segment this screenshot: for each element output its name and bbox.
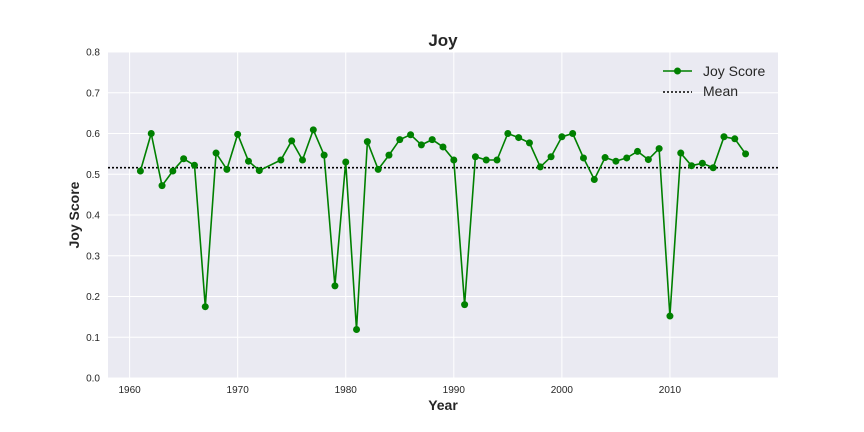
x-tick-labels: 1960 1970 1980 1990 2000 2010 xyxy=(118,385,681,396)
legend-joy-score-marker xyxy=(674,67,681,75)
joy-score-point xyxy=(579,154,587,162)
y-tick-label: 0.1 xyxy=(86,333,100,344)
joy-score-point xyxy=(331,282,339,290)
x-axis-title: Year xyxy=(428,397,458,413)
joy-score-point xyxy=(169,167,177,175)
joy-score-point xyxy=(504,130,512,137)
y-tick-labels: 0.0 0.1 0.2 0.3 0.4 0.5 0.6 0.7 0.8 xyxy=(86,48,100,385)
joy-score-point xyxy=(720,133,728,141)
joy-score-point xyxy=(590,176,598,184)
joy-score-point xyxy=(407,131,415,139)
joy-score-point xyxy=(677,149,685,157)
joy-score-point xyxy=(515,134,523,142)
gridlines xyxy=(108,51,778,379)
joy-score-point xyxy=(731,135,739,143)
joy-score-point xyxy=(666,312,674,320)
y-tick-label: 0.6 xyxy=(86,129,100,140)
joy-score-point xyxy=(558,133,566,141)
x-tick-label: 1970 xyxy=(227,385,250,396)
joy-score-point xyxy=(655,145,663,153)
joy-score-point xyxy=(623,154,631,162)
joy-score-point xyxy=(320,151,328,159)
joy-score-point xyxy=(353,326,361,334)
y-tick-label: 0.3 xyxy=(86,251,100,262)
x-tick-label: 1990 xyxy=(443,385,466,396)
joy-score-point xyxy=(428,136,436,144)
x-tick-label: 2010 xyxy=(659,385,682,396)
joy-score-point xyxy=(396,136,404,144)
y-tick-label: 0.0 xyxy=(86,374,100,385)
joy-score-point xyxy=(482,156,490,164)
joy-score-point xyxy=(461,301,469,309)
joy-score-point xyxy=(612,157,620,165)
y-axis-title: Joy Score xyxy=(66,181,82,248)
y-tick-label: 0.2 xyxy=(86,292,100,303)
x-tick-label: 2000 xyxy=(551,385,574,396)
joy-score-point xyxy=(147,130,155,137)
joy-score-point xyxy=(644,156,652,164)
joy-score-point xyxy=(439,143,447,151)
joy-score-point xyxy=(450,156,458,164)
joy-score-point xyxy=(288,137,296,145)
y-tick-label: 0.7 xyxy=(86,88,100,99)
legend-joy-score-label: Joy Score xyxy=(703,63,765,79)
joy-score-point xyxy=(180,155,188,163)
y-tick-label: 0.5 xyxy=(86,170,100,181)
joy-score-point xyxy=(277,156,285,164)
joy-score-point xyxy=(547,153,555,161)
y-tick-label: 0.4 xyxy=(86,211,100,222)
joy-score-points xyxy=(136,126,750,334)
joy-score-point xyxy=(374,165,382,173)
y-tick-label: 0.8 xyxy=(86,48,100,59)
joy-score-point xyxy=(158,182,166,190)
joy-score-point xyxy=(299,156,307,164)
joy-score-point xyxy=(601,154,609,162)
joy-score-point xyxy=(223,165,231,173)
joy-score-point xyxy=(709,164,717,172)
joy-score-point xyxy=(136,167,144,175)
joy-score-point xyxy=(634,147,642,155)
joy-score-point xyxy=(417,141,425,149)
chart-title: Joy xyxy=(428,31,458,50)
joy-score-point xyxy=(190,161,198,169)
joy-score-point xyxy=(212,149,220,157)
joy-score-point xyxy=(363,138,371,146)
joy-score-point xyxy=(569,130,577,137)
legend: Joy Score Mean xyxy=(663,63,765,99)
joy-score-point xyxy=(385,151,393,159)
joy-score-point xyxy=(688,162,696,170)
x-tick-label: 1960 xyxy=(118,385,141,396)
joy-score-point xyxy=(493,156,501,164)
joy-score-point xyxy=(698,159,706,167)
legend-mean-label: Mean xyxy=(703,83,738,99)
joy-score-point xyxy=(309,126,317,134)
joy-score-point xyxy=(255,167,263,175)
joy-score-point xyxy=(201,303,209,311)
joy-score-point xyxy=(234,130,242,138)
joy-score-point xyxy=(471,153,479,161)
joy-score-point xyxy=(244,157,252,165)
joy-score-point xyxy=(525,139,533,147)
joy-score-point xyxy=(342,158,350,166)
joy-score-point xyxy=(742,150,750,158)
x-tick-label: 1980 xyxy=(335,385,358,396)
joy-score-point xyxy=(536,163,544,171)
